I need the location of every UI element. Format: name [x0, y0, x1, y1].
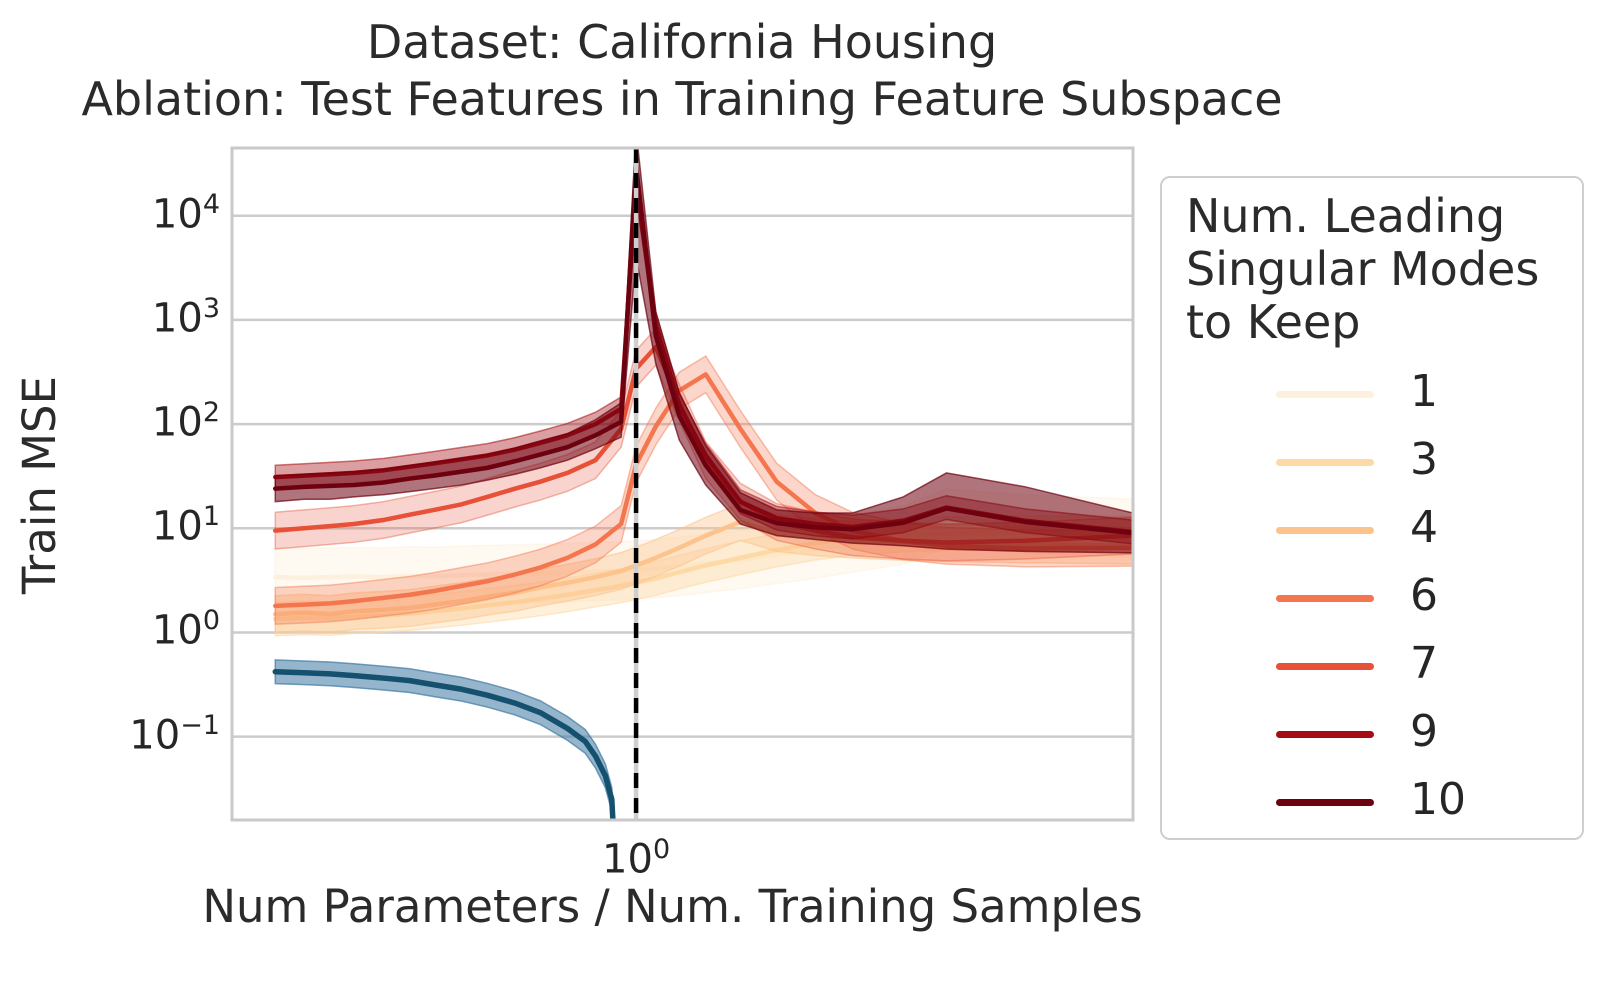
x-tick-label-1e0: 100	[602, 834, 671, 883]
legend-line-swatch-10	[1276, 799, 1374, 806]
legend-title-line-2: Singular Modes	[1186, 242, 1540, 296]
legend-entry-label-6: 6	[1410, 570, 1438, 621]
y-tick-label-1e1: 101	[151, 501, 220, 550]
legend-entry-label-10: 10	[1410, 774, 1466, 825]
legend-row-10: 10	[1162, 768, 1582, 836]
legend-row-9: 9	[1162, 700, 1582, 768]
x-axis-label: Num Parameters / Num. Training Samples	[202, 880, 1143, 933]
y-tick-label-1e4: 104	[151, 188, 220, 238]
legend-line-swatch-1	[1276, 391, 1374, 398]
legend-line-swatch-7	[1276, 663, 1374, 670]
series-line-10	[273, 163, 1133, 536]
legend-box: Num. Leading Singular Modes to Keep 1 3 4 6…	[1160, 176, 1584, 840]
legend-row-7: 7	[1162, 632, 1582, 700]
chart-title: Dataset: California Housing Ablation: Te…	[0, 14, 1364, 128]
series-band-baseline-blue	[274, 659, 615, 820]
legend-line-swatch-9	[1276, 731, 1374, 738]
legend-line-swatch-6	[1276, 595, 1374, 602]
legend-line-swatch-3	[1276, 459, 1374, 466]
legend-entry-label-9: 9	[1410, 706, 1438, 757]
legend-entry-label-4: 4	[1410, 502, 1438, 553]
plot-frame	[230, 146, 1135, 822]
series-group	[272, 148, 1133, 820]
legend-row-6: 6	[1162, 564, 1582, 632]
legend-entries: 1 3 4 6 7 9 10	[1162, 360, 1582, 836]
chart-title-line-1: Dataset: California Housing	[366, 15, 998, 69]
series-band-6	[274, 355, 1133, 626]
series-line-baseline-blue	[272, 668, 616, 820]
y-tick-label-1e0: 100	[151, 605, 220, 654]
legend-title-line-1: Num. Leading	[1186, 189, 1506, 243]
legend-title: Num. Leading Singular Modes to Keep	[1186, 190, 1539, 349]
legend-entry-label-7: 7	[1410, 638, 1438, 689]
y-tick-label-1e2: 102	[151, 397, 220, 446]
y-tick-label-1e3: 103	[151, 292, 220, 342]
legend-entry-label-1: 1	[1410, 366, 1438, 417]
series-band-10	[274, 148, 1133, 554]
y-tick-label-1e-1: 10−1	[129, 709, 220, 758]
legend-row-3: 3	[1162, 428, 1582, 496]
legend-title-line-3: to Keep	[1186, 295, 1361, 349]
legend-entry-label-3: 3	[1410, 434, 1438, 485]
legend-row-4: 4	[1162, 496, 1582, 564]
legend-line-swatch-4	[1276, 527, 1374, 534]
chart-title-line-2: Ablation: Test Features in Training Feat…	[81, 72, 1283, 126]
legend-row-1: 1	[1162, 360, 1582, 428]
